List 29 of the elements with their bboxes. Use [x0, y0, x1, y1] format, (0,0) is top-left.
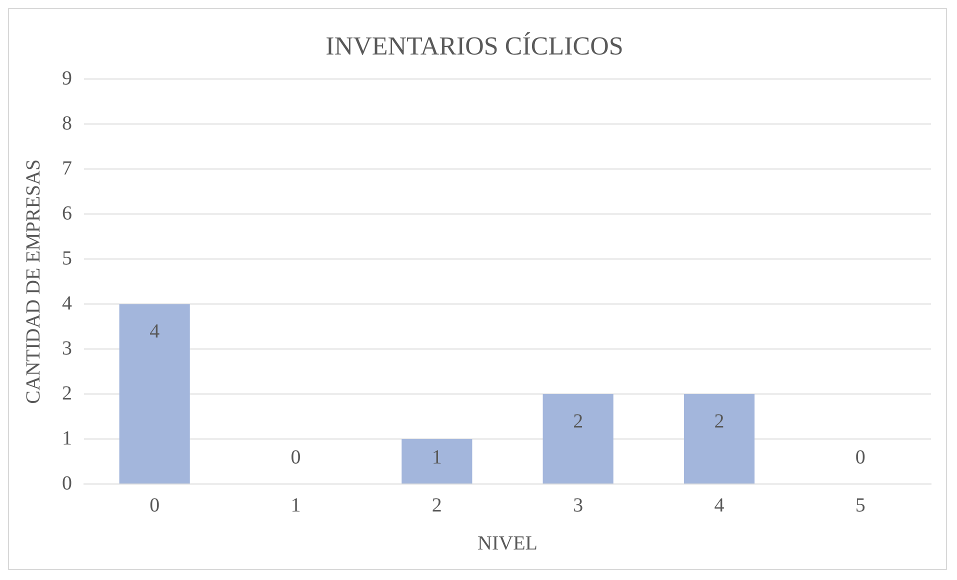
y-axis-title: CANTIDAD DE EMPRESAS: [22, 159, 44, 404]
data-label: 1: [432, 446, 442, 468]
bar: [402, 439, 472, 484]
y-tick-label: 3: [62, 337, 72, 360]
x-tick-label: 3: [573, 494, 584, 516]
data-label: 4: [150, 320, 160, 342]
data-label: 0: [290, 446, 301, 468]
y-tick-label: 9: [62, 67, 72, 90]
x-axis-title: NIVEL: [478, 532, 538, 554]
chart-title: INVENTARIOS CÍCLICOS: [326, 31, 624, 60]
bar: [684, 394, 755, 484]
y-tick-label: 7: [62, 157, 72, 180]
data-label: 0: [855, 446, 866, 468]
y-tick-label: 0: [62, 472, 72, 494]
bar: [542, 394, 614, 484]
x-tick-label: 0: [150, 494, 160, 516]
x-tick-label: 5: [855, 494, 866, 516]
data-label: 2: [714, 410, 724, 432]
y-tick-label: 2: [62, 382, 72, 404]
x-tick-label: 4: [714, 494, 724, 516]
y-tick-label: 1: [62, 427, 72, 450]
y-tick-label: 6: [62, 202, 72, 224]
bar: [119, 304, 190, 484]
y-tick-label: 4: [62, 292, 72, 314]
x-tick-label: 1: [290, 494, 301, 516]
y-tick-label: 5: [62, 247, 72, 270]
data-label: 2: [573, 410, 584, 432]
y-tick-label: 8: [62, 112, 72, 134]
x-tick-label: 2: [432, 494, 442, 516]
